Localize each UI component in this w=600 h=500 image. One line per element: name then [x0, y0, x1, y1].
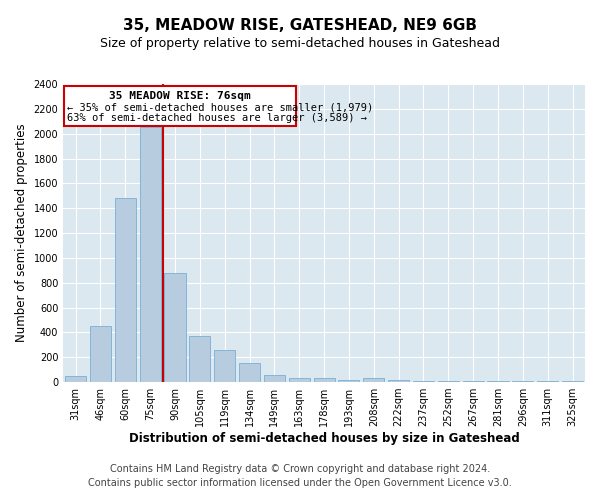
Bar	[314, 378, 335, 382]
Text: Size of property relative to semi-detached houses in Gateshead: Size of property relative to semi-detach…	[100, 38, 500, 51]
Bar	[90, 326, 111, 382]
Text: ← 35% of semi-detached houses are smaller (1,979): ← 35% of semi-detached houses are smalle…	[67, 102, 373, 113]
Bar	[64, 86, 296, 126]
Bar	[115, 198, 136, 382]
Bar	[239, 364, 260, 382]
Bar	[264, 376, 285, 382]
Bar	[214, 350, 235, 382]
Bar	[338, 380, 359, 382]
Bar	[164, 273, 185, 382]
X-axis label: Distribution of semi-detached houses by size in Gateshead: Distribution of semi-detached houses by …	[129, 432, 520, 445]
Bar	[289, 378, 310, 382]
Bar	[65, 376, 86, 382]
Text: 35, MEADOW RISE, GATESHEAD, NE9 6GB: 35, MEADOW RISE, GATESHEAD, NE9 6GB	[123, 18, 477, 32]
Bar	[363, 378, 385, 382]
Bar	[140, 128, 161, 382]
Bar	[388, 380, 409, 382]
Bar	[438, 381, 459, 382]
Text: Contains HM Land Registry data © Crown copyright and database right 2024.
Contai: Contains HM Land Registry data © Crown c…	[88, 464, 512, 487]
Bar	[189, 336, 211, 382]
Text: 35 MEADOW RISE: 76sqm: 35 MEADOW RISE: 76sqm	[109, 92, 251, 102]
Bar	[413, 380, 434, 382]
Y-axis label: Number of semi-detached properties: Number of semi-detached properties	[15, 124, 28, 342]
Text: 63% of semi-detached houses are larger (3,589) →: 63% of semi-detached houses are larger (…	[67, 113, 367, 123]
